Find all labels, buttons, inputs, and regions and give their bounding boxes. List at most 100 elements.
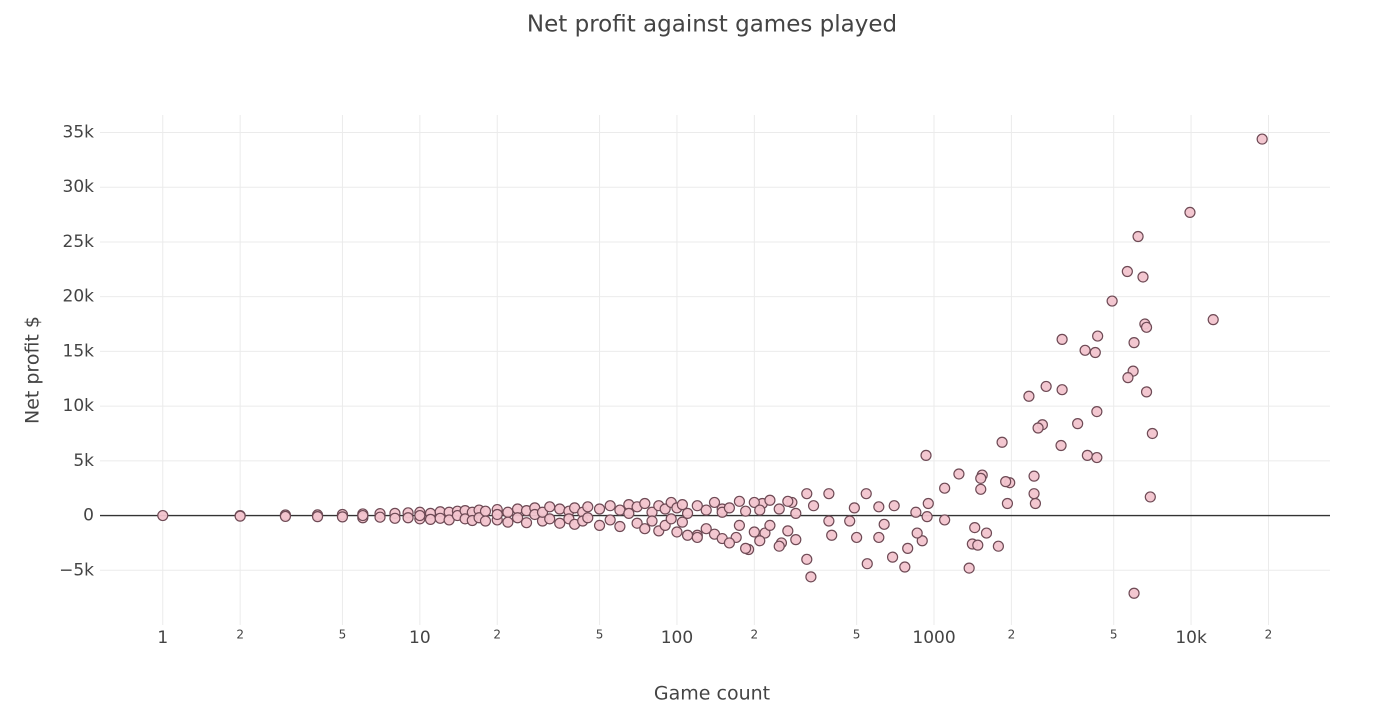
point (1028, 470, 1040, 482)
point (520, 517, 533, 529)
point (357, 509, 369, 522)
point (676, 516, 688, 528)
point (1089, 346, 1101, 359)
point (614, 520, 626, 533)
point (1056, 384, 1068, 396)
point (336, 511, 349, 523)
point (1122, 372, 1134, 384)
point (691, 500, 703, 512)
point (1032, 422, 1044, 434)
point (1132, 230, 1144, 243)
y-axis-label: Net profit $ (22, 316, 44, 424)
point (681, 529, 694, 541)
point (848, 502, 860, 514)
point (910, 506, 922, 518)
point (1001, 497, 1014, 510)
point (1140, 321, 1153, 333)
point (604, 500, 616, 512)
point (748, 496, 760, 509)
x-axis-label: Game count (654, 683, 770, 705)
point (1144, 491, 1156, 503)
point (939, 482, 951, 494)
point (975, 483, 987, 495)
point (805, 571, 817, 583)
point (823, 488, 835, 500)
point (764, 494, 776, 506)
point (826, 529, 838, 541)
point (782, 495, 794, 507)
point (700, 504, 712, 516)
point (790, 534, 802, 546)
point (723, 502, 736, 514)
point (681, 507, 694, 519)
x-tick-label: 5 (853, 628, 861, 642)
point (902, 542, 914, 554)
point (920, 449, 932, 461)
y-tick-label: 0 (83, 506, 94, 526)
point (593, 519, 606, 532)
y-tick-label: −5k (59, 560, 94, 580)
point (1140, 386, 1153, 398)
grid (100, 115, 1330, 625)
point (639, 497, 651, 510)
y-tick-label: 35k (63, 123, 95, 143)
point (873, 531, 885, 544)
point (886, 551, 899, 563)
point (511, 512, 524, 524)
x-tick-label: 5 (596, 628, 604, 642)
point (969, 521, 981, 534)
point (1081, 449, 1093, 461)
point (963, 562, 975, 574)
point (582, 512, 594, 524)
point (424, 513, 437, 525)
point (975, 472, 987, 484)
x-tick-label: 10 (409, 628, 431, 648)
y-tick-label: 25k (63, 232, 95, 252)
point (1091, 405, 1103, 418)
point (733, 519, 746, 532)
point (1028, 488, 1040, 500)
point (1121, 265, 1133, 278)
chart-title: Net profit against games played (527, 12, 897, 38)
point (1184, 206, 1196, 219)
y-tick-label: 20k (63, 287, 95, 307)
point (773, 503, 785, 515)
x-tick-label: 2 (493, 628, 501, 642)
point (631, 517, 643, 529)
point (1137, 271, 1149, 283)
point (554, 503, 566, 515)
point (773, 540, 785, 552)
point (723, 537, 736, 549)
point (593, 503, 606, 515)
x-tick-label: 2 (1265, 628, 1273, 642)
point (402, 512, 414, 524)
point (1029, 497, 1042, 510)
y-tick-label: 5k (73, 451, 94, 471)
point (1040, 380, 1052, 393)
point (414, 509, 426, 522)
x-tick-label: 5 (1110, 628, 1118, 642)
point (604, 514, 616, 526)
point (748, 526, 760, 538)
point (764, 519, 776, 532)
point (916, 535, 928, 547)
point (1000, 476, 1012, 488)
point (1091, 451, 1103, 464)
point (861, 558, 873, 570)
point (389, 512, 401, 524)
point (740, 505, 752, 517)
point (1106, 295, 1118, 307)
point (888, 500, 900, 512)
point (801, 553, 813, 565)
x-tick-label: 5 (339, 628, 347, 642)
point (911, 527, 923, 539)
y-tick-label: 30k (63, 177, 95, 197)
point (374, 511, 386, 523)
point (708, 496, 721, 509)
point (639, 523, 651, 535)
point (801, 488, 813, 500)
point (1207, 314, 1219, 326)
point (878, 518, 890, 530)
point (582, 501, 594, 513)
point (754, 535, 766, 547)
